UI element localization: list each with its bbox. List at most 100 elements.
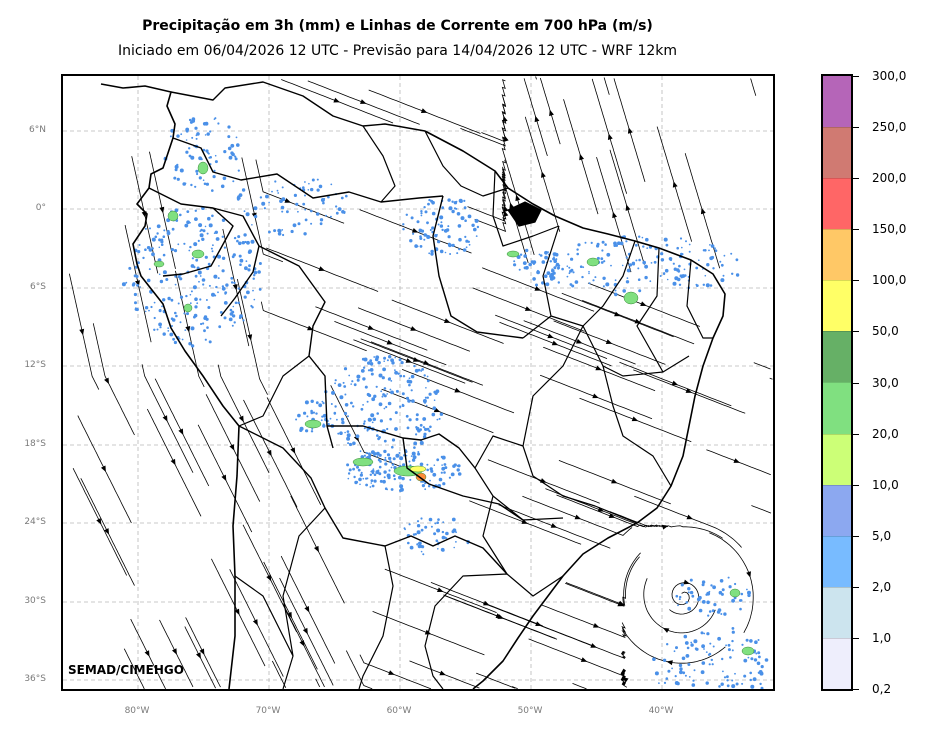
precipitation-cell bbox=[142, 256, 145, 260]
precipitation-cell bbox=[337, 383, 342, 387]
precipitation-cell bbox=[239, 258, 244, 263]
precipitation-cell bbox=[536, 270, 540, 275]
precipitation-cell bbox=[458, 237, 462, 242]
precipitation-cell bbox=[162, 332, 166, 336]
colorbar-label-10: 10,0 bbox=[872, 477, 899, 492]
streamline bbox=[69, 273, 100, 390]
precipitation-cell bbox=[625, 280, 630, 284]
colorbar-segment bbox=[823, 229, 851, 281]
precipitation-cell bbox=[348, 442, 353, 447]
streamline bbox=[237, 279, 268, 395]
precipitation-cell bbox=[371, 397, 376, 402]
precipitation-cell bbox=[441, 535, 446, 540]
precipitation-cell bbox=[144, 310, 147, 313]
precipitation-cell bbox=[471, 223, 475, 227]
streamline bbox=[474, 171, 507, 232]
precipitation-cell bbox=[177, 275, 181, 279]
precipitation-cell bbox=[441, 206, 445, 210]
precipitation-cell bbox=[347, 477, 350, 480]
precipitation-cell bbox=[362, 404, 364, 406]
precipitation-cell bbox=[306, 415, 309, 418]
precipitation-cell bbox=[227, 125, 231, 129]
precipitation-cell bbox=[158, 246, 161, 249]
precipitation-cell bbox=[645, 237, 649, 242]
streamline bbox=[540, 604, 627, 639]
precipitation-cell bbox=[362, 377, 366, 381]
precipitation-cell bbox=[398, 475, 402, 480]
precipitation-cell bbox=[198, 156, 203, 161]
precipitation-cell bbox=[165, 278, 169, 281]
precipitation-cell bbox=[543, 274, 548, 278]
precipitation-cell bbox=[156, 224, 161, 229]
precipitation-cell bbox=[310, 409, 313, 413]
map-panel[interactable] bbox=[61, 74, 775, 691]
precipitation-cell bbox=[343, 411, 348, 416]
streamline-arrow bbox=[171, 648, 177, 655]
streamline-arrow bbox=[100, 465, 106, 472]
precipitation-cell bbox=[710, 244, 715, 248]
precipitation-cell bbox=[347, 415, 349, 418]
precipitation-cell bbox=[144, 248, 147, 251]
precipitation-cell bbox=[601, 240, 605, 244]
precipitation-cell bbox=[735, 273, 740, 277]
streamline bbox=[271, 660, 287, 688]
precipitation-cell bbox=[373, 356, 376, 358]
precipitation-cell bbox=[677, 269, 681, 273]
precipitation-cell bbox=[408, 418, 412, 422]
precipitation-core bbox=[586, 257, 600, 267]
precipitation-cell bbox=[726, 679, 729, 682]
precipitation-cell bbox=[577, 243, 581, 247]
precipitation-cell bbox=[173, 340, 177, 345]
precipitation-cell bbox=[231, 152, 235, 157]
precipitation-cell bbox=[434, 522, 437, 525]
precipitation-cell bbox=[203, 315, 208, 319]
precipitation-cell bbox=[712, 645, 715, 648]
streamline bbox=[123, 648, 145, 689]
precipitation-cell bbox=[547, 251, 549, 254]
precipitation-cell bbox=[695, 266, 699, 270]
precipitation-cell bbox=[194, 209, 197, 212]
precipitation-cell bbox=[367, 369, 371, 372]
map-canvas bbox=[63, 76, 773, 689]
precipitation-cell bbox=[224, 291, 228, 294]
precipitation-cell bbox=[687, 587, 691, 591]
precipitation-cell bbox=[207, 216, 211, 221]
precipitation-cell bbox=[602, 285, 605, 288]
lat-label-24s: 24°S bbox=[24, 517, 46, 527]
precipitation-cell bbox=[453, 463, 457, 467]
precipitation-cell bbox=[688, 250, 691, 253]
precipitation-cell bbox=[677, 604, 679, 607]
precipitation-cell bbox=[390, 390, 394, 395]
precipitation-cell bbox=[134, 307, 138, 311]
streamline-arrow bbox=[607, 133, 613, 140]
precipitation-cell bbox=[730, 252, 733, 255]
streamline bbox=[141, 364, 194, 473]
precipitation-cell bbox=[211, 292, 215, 297]
precipitation-cell bbox=[204, 255, 208, 259]
precipitation-cell bbox=[160, 243, 164, 246]
precipitation-cell bbox=[253, 270, 258, 275]
precipitation-cell bbox=[160, 240, 164, 244]
precipitation-cell bbox=[304, 218, 308, 222]
precipitation-cell bbox=[303, 411, 307, 415]
precipitation-cell bbox=[252, 289, 254, 292]
precipitation-cell bbox=[422, 417, 427, 421]
precipitation-cell bbox=[230, 143, 235, 148]
precipitation-cell bbox=[170, 298, 174, 302]
streamline bbox=[260, 301, 367, 352]
precipitation-cell bbox=[221, 218, 226, 222]
precipitation-cell bbox=[214, 160, 218, 164]
precipitation-cell bbox=[451, 530, 455, 534]
precipitation-cell bbox=[277, 192, 280, 194]
precipitation-cell bbox=[419, 428, 423, 431]
precipitation-cell bbox=[347, 472, 351, 475]
precipitation-cell bbox=[318, 184, 323, 189]
precipitation-cell bbox=[204, 225, 207, 228]
precipitation-cell bbox=[731, 684, 736, 689]
precipitation-cell bbox=[376, 412, 380, 415]
streamline-arrow bbox=[238, 415, 244, 423]
precipitation-cell bbox=[449, 253, 452, 255]
precipitation-core bbox=[415, 472, 427, 482]
precipitation-cell bbox=[292, 223, 297, 228]
precipitation-cell bbox=[343, 212, 346, 214]
